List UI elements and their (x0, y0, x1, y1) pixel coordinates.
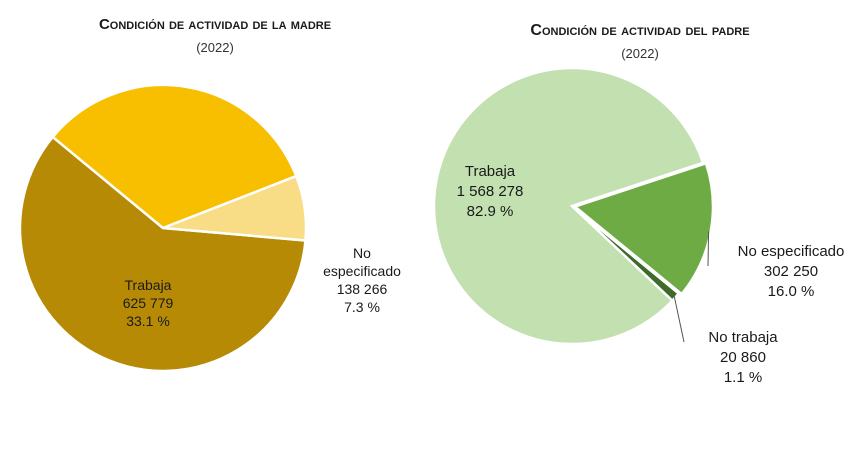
father-pie: Trabaja 1 568 278 82.9 % No especificado 302… (432, 66, 845, 386)
data-label-percent: 16.0 % (768, 283, 815, 300)
leader-line-no-trabaja (673, 295, 685, 343)
data-label-count: 625 779 (123, 295, 174, 311)
data-label-name: Trabaja (125, 277, 172, 293)
data-label-count: 138 266 (337, 281, 388, 297)
data-label-name: No trabaja (708, 329, 778, 346)
pie-slice-no-trabaja (18, 135, 307, 373)
chart-subtitle: (2022) (621, 46, 659, 61)
data-label-count: 302 250 (764, 263, 818, 280)
data-label-name: No especificado (738, 243, 845, 260)
father-activity-chart: Condición de actividad del padre (2022) … (430, 0, 850, 450)
data-label-count: 20 860 (720, 349, 766, 366)
mother-activity-chart: Condición de actividad de la madre (2022… (18, 16, 401, 373)
data-label-percent: 7.3 % (344, 299, 380, 315)
data-label-no-especificado: No especificado 302 250 16.0 % (738, 243, 845, 300)
chart-subtitle: (2022) (196, 40, 234, 55)
data-label-name-1: especificado (323, 263, 401, 279)
data-label-percent: 1.1 % (724, 369, 762, 386)
data-label-no-trabaja: No trabaja 20 860 1.1 % (708, 329, 778, 386)
pie-slice-trabaja (432, 66, 705, 346)
data-label-percent: 82.9 % (467, 203, 514, 220)
data-label-trabaja: Trabaja 625 779 33.1 % (123, 277, 174, 329)
chart-title: Condición de actividad de la madre (98, 16, 332, 33)
pie-slice-no-especificado (162, 174, 308, 242)
data-label-percent: 33.1 % (126, 313, 170, 329)
data-label-trabaja: Trabaja 1 568 278 82.9 % (457, 163, 524, 220)
pie-slice-trabaja (50, 83, 298, 230)
data-label-name: Trabaja (465, 163, 516, 180)
data-label-count: 1 568 278 (457, 183, 524, 200)
data-label-name-0: No (353, 245, 371, 261)
leader-line-no-especificado (707, 231, 710, 267)
pie-slice-no-trabaja (571, 205, 681, 303)
pie-slice-no-especificado (572, 161, 715, 296)
data-label-no-especificado: No especificado 138 266 7.3 % (323, 245, 401, 315)
chart-title: Condición de actividad del padre (530, 22, 750, 39)
